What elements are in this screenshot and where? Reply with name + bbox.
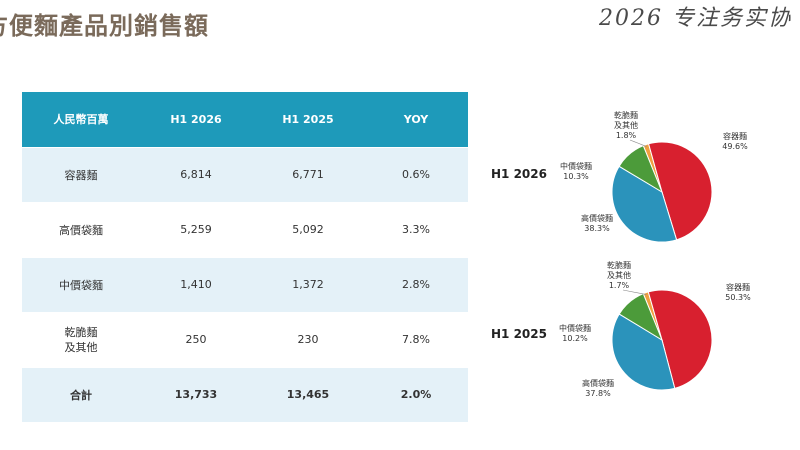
slice-name: 及其他	[614, 120, 638, 130]
pie-slice	[647, 289, 713, 389]
slice-percent: 1.7%	[609, 281, 630, 290]
slice-name: 及其他	[607, 270, 631, 280]
table-row: 中價袋麵 1,410 1,372 2.8%	[22, 256, 468, 312]
pie-slice	[611, 313, 676, 391]
slice-name: 中價袋麵	[560, 161, 592, 171]
row-name: 乾脆麵 及其他	[22, 311, 140, 367]
slice-percent: 10.3%	[563, 172, 589, 181]
cell-h1-2026: 6,814	[140, 146, 252, 202]
row-name: 高價袋麵	[22, 201, 140, 257]
cell-h1-2025: 6,771	[252, 146, 364, 202]
watermark-logo: 2026 专注务实协	[599, 6, 792, 31]
slice-percent: 37.8%	[585, 389, 611, 398]
table-row: 容器麵 6,814 6,771 0.6%	[22, 146, 468, 202]
table-total-row: 合計 13,733 13,465 2.0%	[22, 366, 468, 422]
slice-name: 乾脆麵	[614, 110, 638, 120]
pie-slice	[618, 292, 664, 342]
cell-h1-2025: 230	[252, 311, 364, 367]
total-h1-2025: 13,465	[252, 366, 364, 422]
leader-line	[629, 139, 647, 147]
pie-slice	[611, 165, 678, 243]
table-header-row: 人民幣百萬 H1 2026 H1 2025 YOY	[22, 92, 468, 147]
slice-name: 高價袋麵	[581, 213, 613, 223]
pie-slice	[618, 144, 664, 194]
cell-h1-2025: 1,372	[252, 256, 364, 312]
cell-h1-2026: 1,410	[140, 256, 252, 312]
leader-line	[622, 289, 647, 295]
cell-h1-2026: 5,259	[140, 201, 252, 257]
slice-percent: 1.8%	[616, 131, 637, 140]
slice-name: 容器麵	[726, 282, 750, 292]
header-h1-2025: H1 2025	[252, 92, 364, 147]
row-name: 容器麵	[22, 146, 140, 202]
sales-table: 人民幣百萬 H1 2026 H1 2025 YOY 容器麵 6,814 6,77…	[22, 92, 468, 422]
pie-title-h1-2025: H1 2025	[491, 327, 547, 341]
slice-name: 高價袋麵	[582, 378, 614, 388]
slice-name: 容器麵	[723, 131, 747, 141]
slice-name: 中價袋麵	[559, 323, 591, 333]
cell-h1-2026: 250	[140, 311, 252, 367]
slice-percent: 50.3%	[725, 293, 751, 302]
cell-yoy: 0.6%	[364, 146, 468, 202]
cell-yoy: 7.8%	[364, 311, 468, 367]
slice-percent: 10.2%	[562, 334, 588, 343]
slice-percent: 49.6%	[722, 142, 748, 151]
table-row: 乾脆麵 及其他 250 230 7.8%	[22, 311, 468, 367]
row-name-line: 及其他	[64, 340, 98, 354]
total-yoy: 2.0%	[364, 366, 468, 422]
page-title: 方便麵產品別銷售額	[0, 12, 209, 40]
table-row: 高價袋麵 5,259 5,092 3.3%	[22, 201, 468, 257]
cell-yoy: 3.3%	[364, 201, 468, 257]
row-name-line: 乾脆麵	[64, 325, 98, 339]
total-name: 合計	[22, 366, 140, 422]
pie-title-h1-2026: H1 2026	[491, 167, 547, 181]
total-h1-2026: 13,733	[140, 366, 252, 422]
cell-h1-2025: 5,092	[252, 201, 364, 257]
header-h1-2026: H1 2026	[140, 92, 252, 147]
slice-name: 乾脆麵	[607, 260, 631, 270]
cell-yoy: 2.8%	[364, 256, 468, 312]
header-unit: 人民幣百萬	[22, 92, 140, 147]
slice-percent: 38.3%	[584, 224, 610, 233]
row-name: 中價袋麵	[22, 256, 140, 312]
header-yoy: YOY	[364, 92, 468, 147]
pie-slice	[648, 141, 713, 241]
